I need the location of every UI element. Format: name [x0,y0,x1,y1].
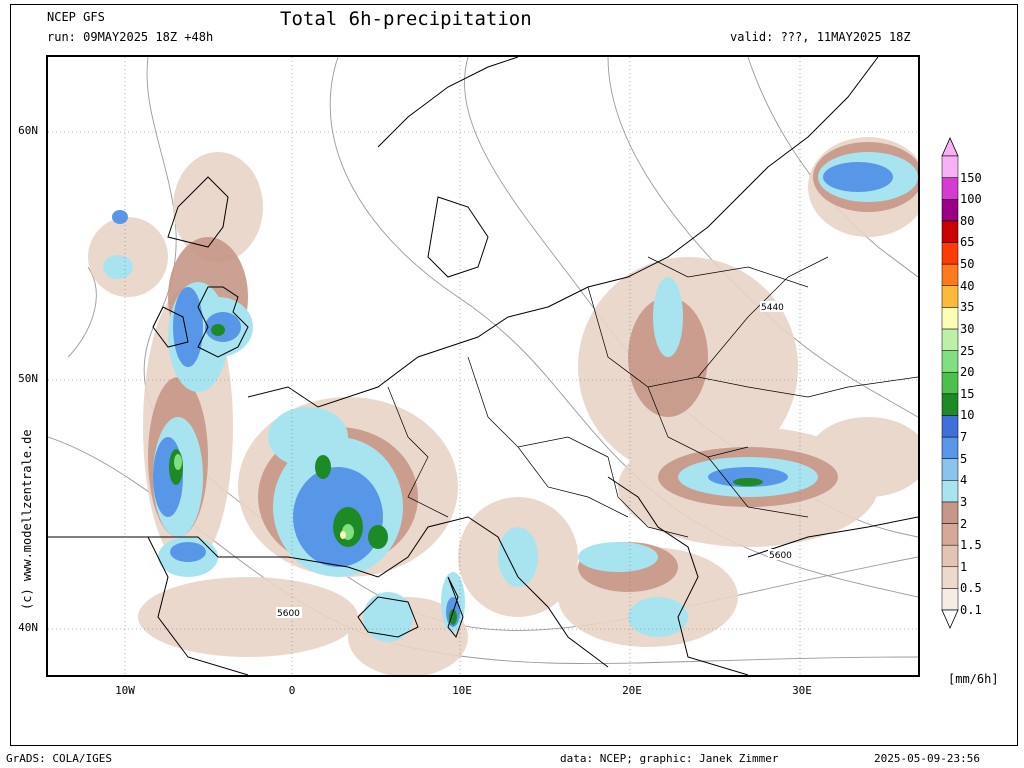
legend-swatch [941,371,959,395]
map-title: Total 6h-precipitation [280,8,532,30]
legend-swatch [941,588,959,611]
legend-swatch [941,458,959,481]
legend-swatch [941,544,959,568]
figure-frame [10,4,1018,746]
legend-swatch [941,566,959,589]
watermark: (c) www.modellzentrale.de [20,429,34,610]
legend-swatch [941,220,959,243]
legend-level-label: 15 [960,386,975,401]
legend-swatch [941,307,959,330]
contour-label: 5440 [761,303,784,313]
legend-swatch [941,198,959,222]
footer-software: GrADS: COLA/IGES [6,752,112,765]
coastlines [48,57,918,675]
country-borders [387,256,918,538]
legend-swatch [941,350,959,373]
legend-swatch [941,436,959,459]
legend-level-label: 65 [960,235,975,250]
legend-arrow-top [941,137,959,157]
legend-swatch [941,177,959,200]
legend-level-label: 25 [960,343,975,358]
legend-swatch [941,242,959,265]
footer-timestamp: 2025-05-09-23:56 [874,752,980,765]
lat-lon-grid [48,57,918,675]
legend-arrow-bottom [941,609,959,629]
legend-level-label: 5 [960,451,968,466]
legend-level-label: 2 [960,516,968,531]
valid-label: valid: ???, 11MAY2025 18Z [730,30,911,44]
legend-swatch [941,415,959,438]
map-canvas: 5440 5600 5600 [48,57,918,675]
legend-swatch [941,523,959,546]
legend-swatch [941,501,959,524]
legend-swatch [941,155,959,178]
run-label: run: 09MAY2025 18Z +48h [47,30,214,44]
legend-level-label: 150 [960,170,982,185]
legend-level-label: 40 [960,278,975,293]
legend-level-label: 10 [960,408,975,423]
footer-credits: data: NCEP; graphic: Janek Zimmer [560,752,779,765]
lat-label: 50N [18,372,38,385]
lat-label: 40N [18,621,38,634]
legend-level-label: 3 [960,494,968,509]
legend-unit: [mm/6h] [948,672,999,686]
legend-colorbar [941,137,959,629]
legend-level-label: 0.5 [960,581,982,596]
precipitation-shading [88,137,918,675]
model-label: NCEP GFS [47,10,105,24]
legend-level-label: 30 [960,321,975,336]
lon-label: 10E [452,684,472,697]
legend-level-label: 100 [960,192,982,207]
legend-level-label: 7 [960,430,968,445]
legend-level-label: 80 [960,213,975,228]
legend-level-label: 1 [960,559,968,574]
lon-label: 30E [792,684,812,697]
contour-label: 5600 [277,609,300,619]
lon-label: 0 [288,684,296,697]
legend-swatch [941,263,959,286]
lon-label: 10W [115,684,135,697]
lon-label: 20E [622,684,642,697]
legend-level-label: 50 [960,257,975,272]
color-legend: 0.1 0.5 1 1.5 2 3 4 5 7 10 15 20 25 30 35 40 50 65 80 100 15… [940,136,1020,630]
lat-label: 60N [18,124,38,137]
legend-level-label: 4 [960,473,968,488]
contour-label: 5600 [769,551,792,561]
legend-level-label: 0.1 [960,603,982,617]
legend-level-label: 1.5 [960,538,982,553]
legend-level-label: 35 [960,300,975,315]
legend-level-label: 20 [960,365,975,380]
legend-swatch [941,285,959,308]
legend-swatch [941,393,959,416]
legend-swatch [941,328,959,351]
legend-swatch [941,480,959,503]
precipitation-map: 5440 5600 5600 [46,55,920,677]
